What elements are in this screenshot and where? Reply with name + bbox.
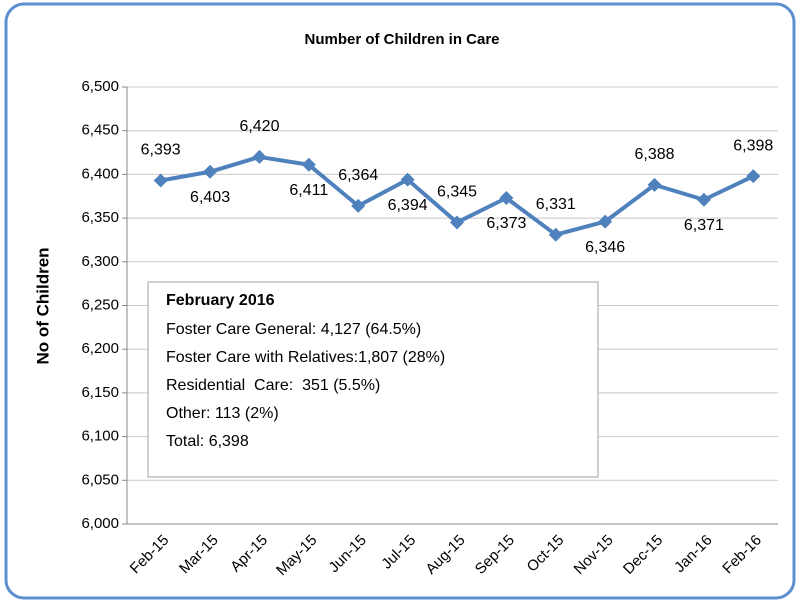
marker — [351, 198, 366, 213]
marker — [598, 214, 613, 229]
annotation-line: Foster Care General: 4,127 (64.5%) — [166, 321, 421, 338]
marker — [153, 173, 168, 188]
y-tick-label: 6,100 — [81, 428, 119, 445]
data-label: 6,398 — [733, 137, 773, 154]
y-tick-label: 6,150 — [81, 384, 119, 401]
data-label: 6,394 — [388, 197, 428, 214]
data-label: 6,393 — [141, 142, 181, 159]
marker — [746, 169, 761, 184]
data-label: 6,388 — [635, 146, 675, 163]
data-label: 6,346 — [585, 239, 625, 256]
marker — [548, 227, 563, 242]
data-label: 6,331 — [536, 196, 576, 213]
data-label: 6,411 — [289, 182, 328, 199]
y-tick-label: 6,200 — [81, 340, 119, 357]
chart-title: Number of Children in Care — [304, 31, 499, 48]
marker — [450, 215, 464, 230]
y-tick-label: 6,000 — [81, 515, 119, 532]
marker — [400, 172, 415, 187]
annotation-line: Other: 113 (2%) — [166, 405, 279, 422]
marker — [696, 192, 711, 207]
annotation-title: February 2016 — [166, 292, 275, 309]
data-label: 6,403 — [190, 189, 230, 206]
y-tick-label: 6,400 — [81, 165, 119, 182]
marker — [647, 177, 662, 192]
y-tick-label: 6,450 — [81, 122, 119, 139]
data-label: 6,371 — [684, 217, 724, 234]
y-tick-label: 6,350 — [81, 209, 119, 226]
marker — [301, 157, 316, 172]
marker — [252, 149, 267, 164]
data-label: 6,345 — [437, 184, 477, 201]
data-label: 6,373 — [486, 215, 526, 232]
data-label: 6,364 — [338, 167, 378, 184]
data-label: 6,420 — [239, 118, 279, 135]
y-tick-label: 6,300 — [81, 253, 119, 270]
marker — [499, 190, 514, 205]
y-tick-label: 6,050 — [81, 471, 119, 488]
marker — [203, 164, 218, 179]
y-tick-label: 6,250 — [81, 296, 119, 313]
y-axis-label: No of Children — [33, 247, 52, 364]
y-tick-label: 6,500 — [81, 78, 119, 95]
annotation-line: Residential Care: 351 (5.5%) — [166, 377, 380, 394]
annotation-box — [147, 281, 599, 478]
annotation-line: Total: 6,398 — [166, 433, 249, 450]
annotation-line: Foster Care with Relatives:1,807 (28%) — [166, 349, 445, 366]
